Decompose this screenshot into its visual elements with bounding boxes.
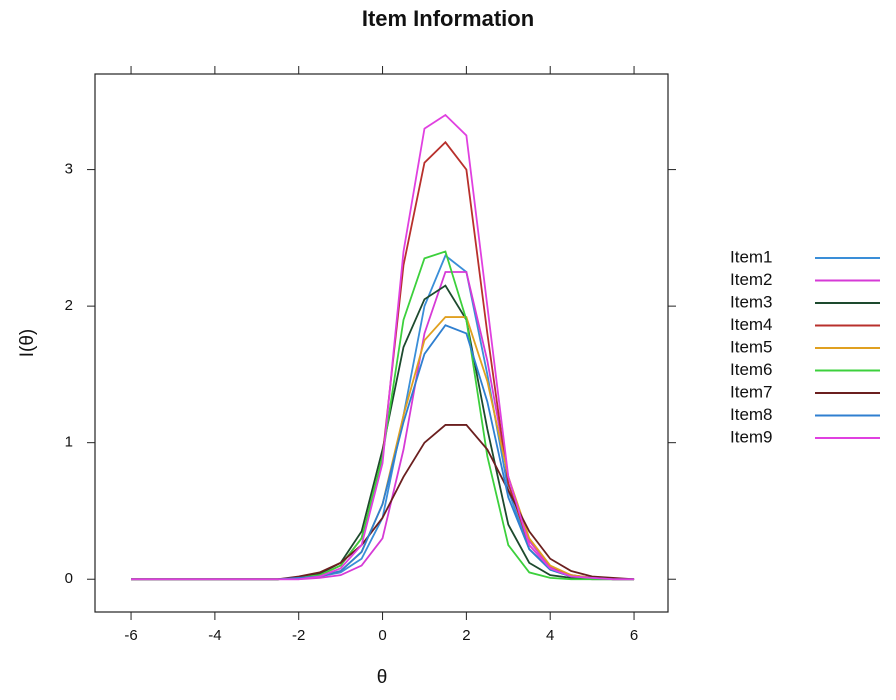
x-tick-label: -6: [124, 627, 137, 644]
x-tick-label: 6: [630, 627, 638, 644]
x-tick-label: -2: [292, 627, 305, 644]
series-line: [131, 254, 635, 581]
y-tick-label: 1: [65, 434, 73, 451]
legend-label: Item2: [730, 270, 773, 289]
x-tick-label: -4: [208, 627, 221, 644]
y-tick-label: 3: [65, 161, 73, 178]
series-line: [131, 271, 635, 581]
legend-label: Item5: [730, 337, 773, 356]
legend-label: Item3: [730, 292, 773, 311]
x-tick-label: 2: [462, 627, 470, 644]
x-tick-label: 4: [546, 627, 554, 644]
legend-label: Item7: [730, 382, 773, 401]
legend-label: Item8: [730, 405, 773, 424]
y-axis-label: I(θ): [17, 329, 38, 358]
series-line: [131, 113, 635, 581]
legend-label: Item6: [730, 360, 773, 379]
legend-label: Item4: [730, 315, 773, 334]
x-tick-label: 0: [378, 627, 386, 644]
y-tick-label: 0: [65, 570, 73, 587]
chart-title: Item Information: [362, 6, 534, 31]
legend-label: Item9: [730, 427, 773, 446]
legend-label: Item1: [730, 247, 773, 266]
x-axis-label: θ: [377, 667, 388, 688]
y-tick-label: 2: [65, 297, 73, 314]
series-line: [131, 250, 635, 581]
plot-frame: [94, 73, 669, 613]
